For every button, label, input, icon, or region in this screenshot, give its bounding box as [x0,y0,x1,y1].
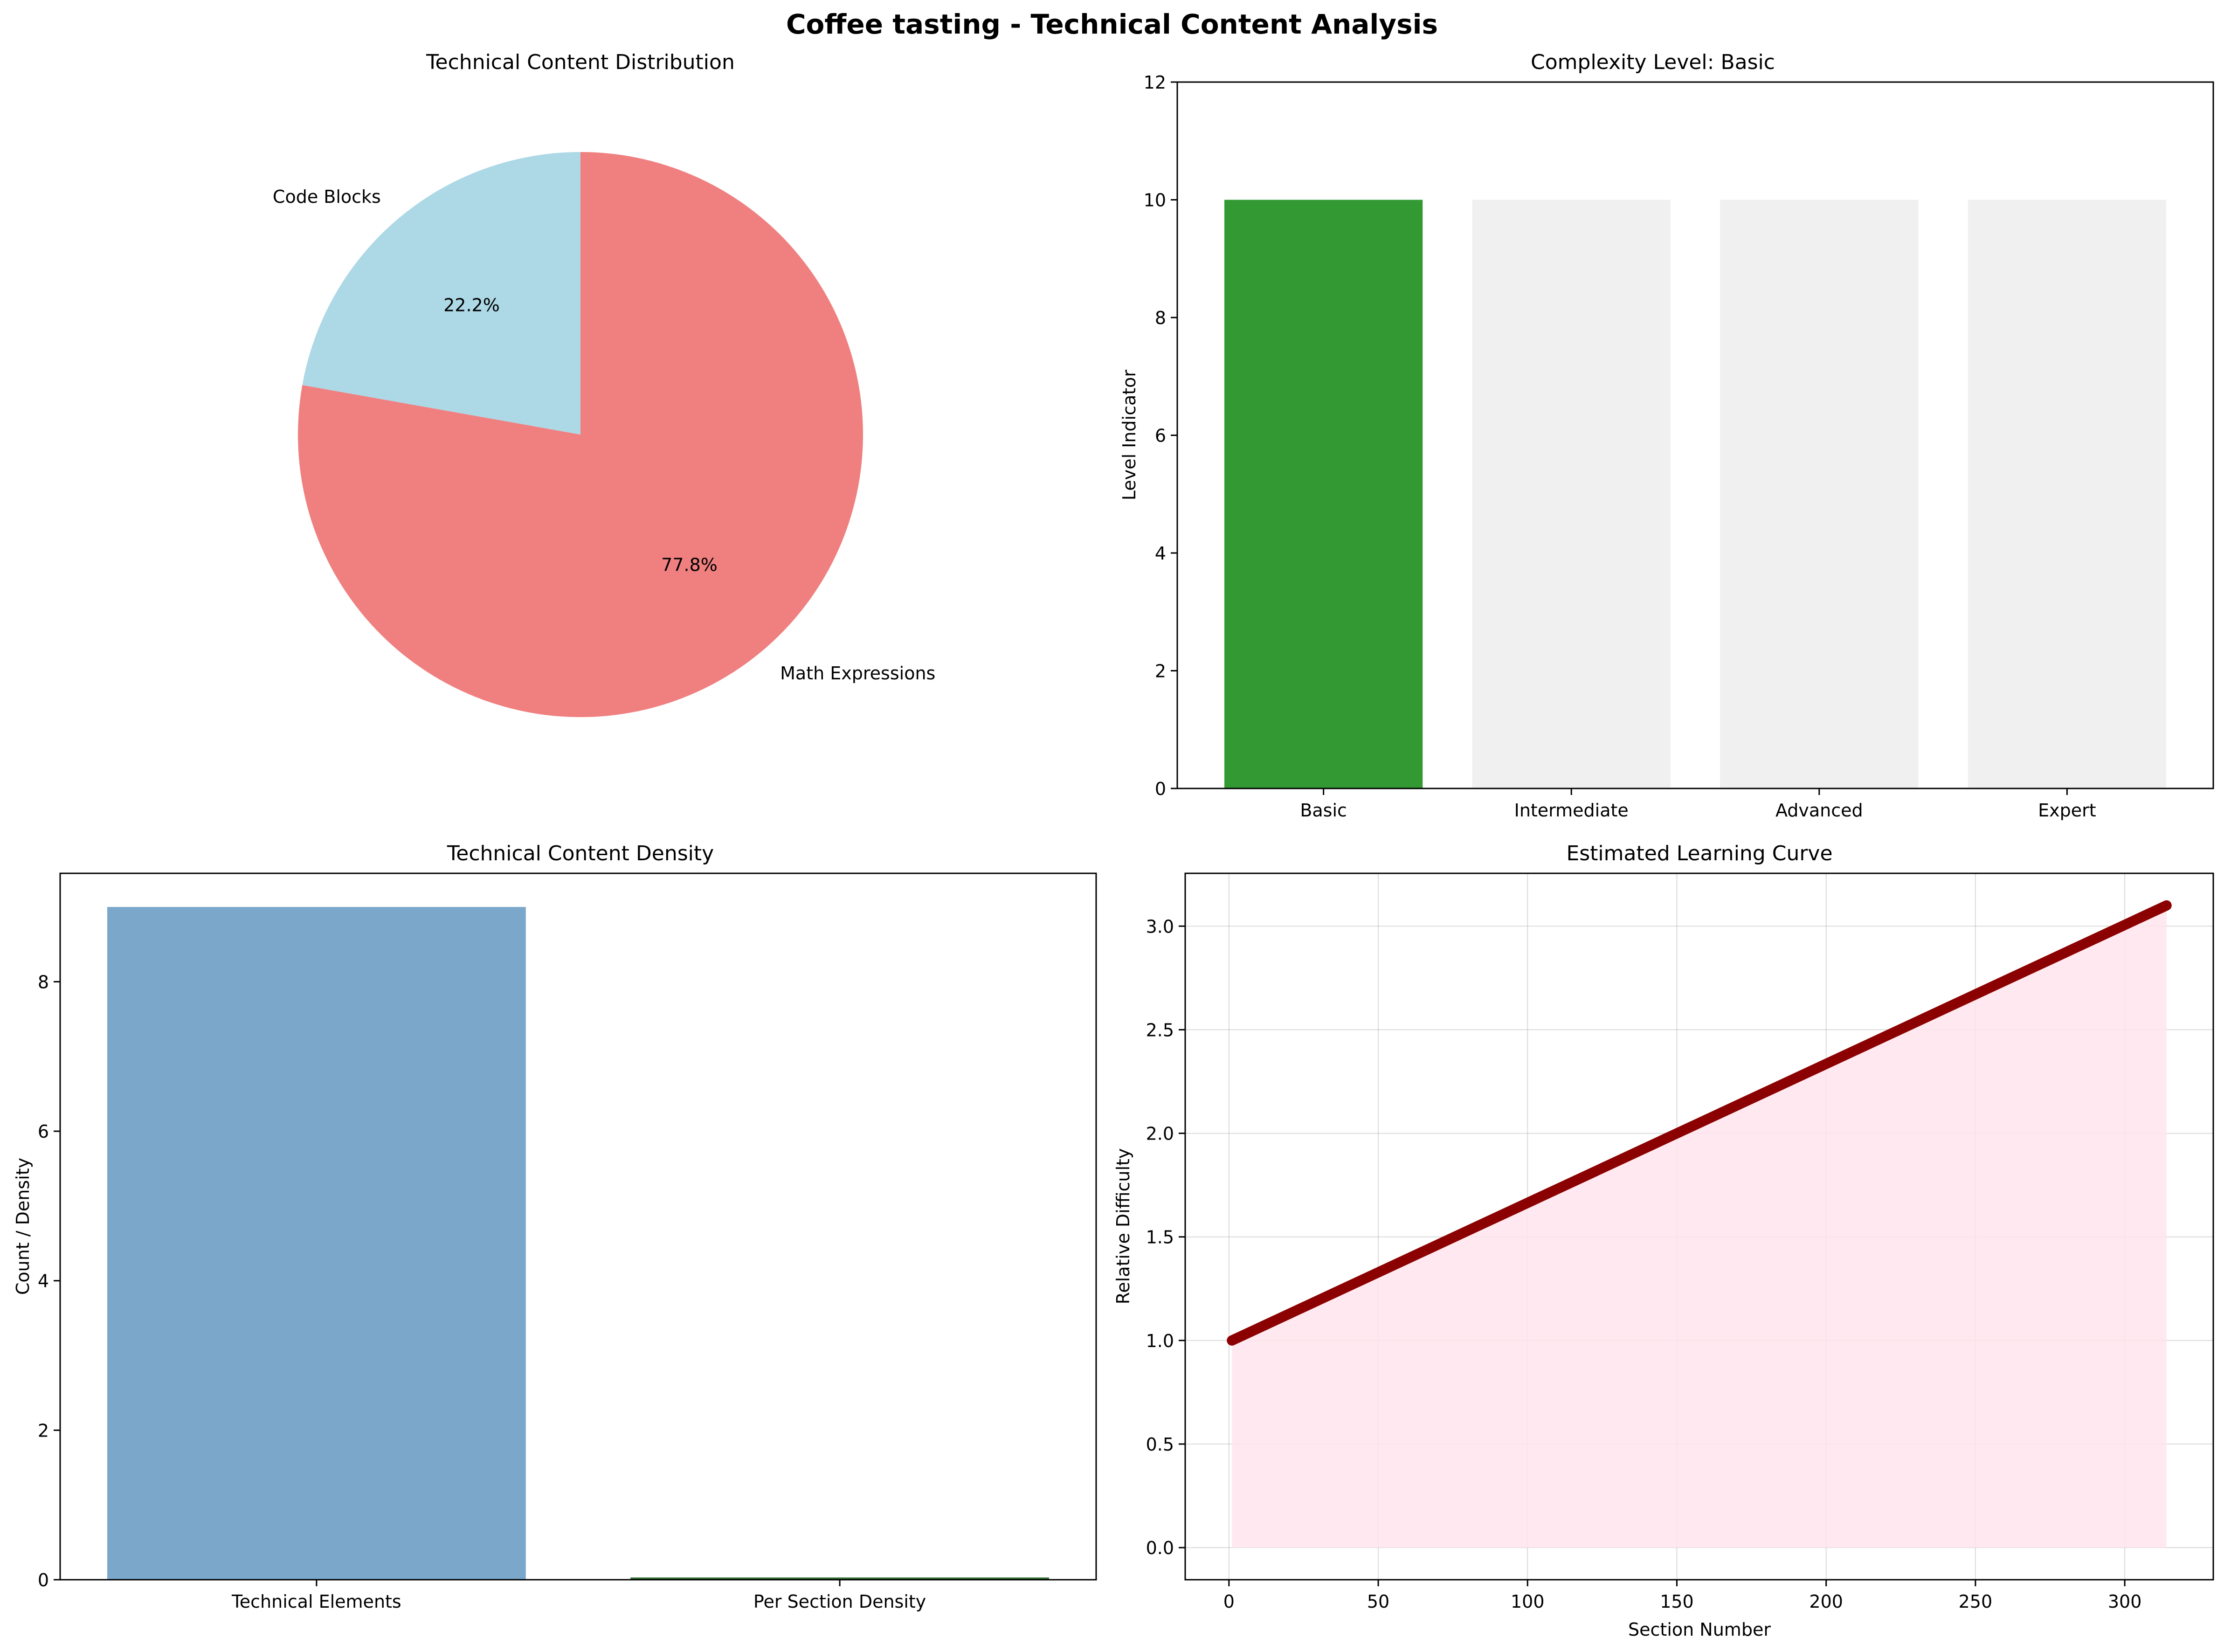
pie-slice-label: Math Expressions [780,663,935,684]
complexity-bar [1224,200,1423,788]
pie-chart-panel: Technical Content Distribution Code Bloc… [273,50,935,717]
density-chart-panel: Technical Content Density Technical Elem… [13,842,1097,1612]
density-chart-title: Technical Content Density [447,842,714,865]
complexity-y-tick-label: 2 [1155,661,1166,682]
complexity-x-tick-label: Intermediate [1514,800,1629,821]
learning-curve-x-axis-label: Section Number [1628,1619,1771,1640]
density-x-tick-label: Technical Elements [231,1591,401,1612]
complexity-y-tick-label: 12 [1144,72,1166,93]
density-y-tick-label: 6 [38,1121,49,1142]
complexity-x-tick-label: Advanced [1775,800,1863,821]
pie-chart-title: Technical Content Distribution [426,50,735,74]
density-y-axis-label: Count / Density [13,1158,33,1295]
complexity-y-tick-label: 8 [1155,308,1166,328]
density-y-tick-label: 2 [38,1420,49,1441]
complexity-y-tick-label: 0 [1155,779,1166,799]
complexity-chart-panel: Complexity Level: Basic Basic Intermediat… [1119,50,2214,821]
complexity-y-tick-label: 4 [1155,543,1166,564]
learning-curve-plot-frame [1184,872,2214,1581]
learning-curve-x-tick-label: 100 [1511,1591,1545,1612]
learning-curve-title: Estimated Learning Curve [1566,842,1832,865]
complexity-chart-title: Complexity Level: Basic [1531,50,1775,74]
density-y-tick-label: 8 [38,972,49,992]
learning-curve-line [1227,900,2172,1346]
learning-curve-x-tick-label: 0 [1223,1591,1235,1612]
learning-curve-x-tick-label: 200 [1809,1591,1843,1612]
complexity-y-tick-label: 10 [1144,190,1166,211]
learning-curve-y-tick-label: 1.5 [1146,1227,1174,1248]
learning-curve-x-tick-label: 300 [2108,1591,2142,1612]
density-y-tick-label: 4 [38,1271,49,1292]
learning-curve-x-tick-label: 250 [1959,1591,1993,1612]
density-bar [107,907,526,1580]
learning-curve-y-tick-label: 2.5 [1146,1020,1174,1040]
learning-curve-x-tick-label: 150 [1660,1591,1694,1612]
complexity-y-tick-label: 6 [1155,426,1166,446]
complexity-bar [1472,200,1671,788]
learning-curve-y-tick-label: 1.0 [1146,1331,1174,1351]
complexity-x-tick-label: Expert [2038,800,2096,821]
learning-curve-fill [1232,905,2167,1548]
learning-curve-y-axis-label: Relative Difficulty [1113,1148,1133,1305]
pie-slice-2 [298,152,863,717]
learning-curve-y-tick-label: 0.0 [1146,1538,1174,1558]
density-bar [630,1577,1049,1580]
complexity-y-axis-label: Level Indicator [1119,369,1140,500]
density-y-tick-label: 0 [38,1570,49,1590]
learning-curve-panel: Estimated Learning Curve 0 50 100 150 200 250… [1113,842,2214,1640]
figure-title: Coffee tasting - Technical Content Analy… [786,8,1438,40]
pie-slice-percent: 77.8% [661,555,718,575]
density-plot-frame [59,872,1097,1581]
learning-curve-y-tick-label: 3.0 [1146,916,1174,937]
complexity-bar [1720,200,1919,788]
complexity-x-tick-label: Basic [1300,800,1347,821]
learning-curve-x-tick-label: 50 [1367,1591,1389,1612]
learning-curve-y-tick-label: 2.0 [1146,1124,1174,1144]
pie-slice-1 [302,152,580,435]
learning-curve-y-tick-label: 0.5 [1146,1434,1174,1455]
pie-slice-label: Code Blocks [273,187,381,207]
complexity-bar [1968,200,2166,788]
density-x-tick-label: Per Section Density [753,1591,926,1612]
pie-slice-percent: 22.2% [443,295,500,315]
